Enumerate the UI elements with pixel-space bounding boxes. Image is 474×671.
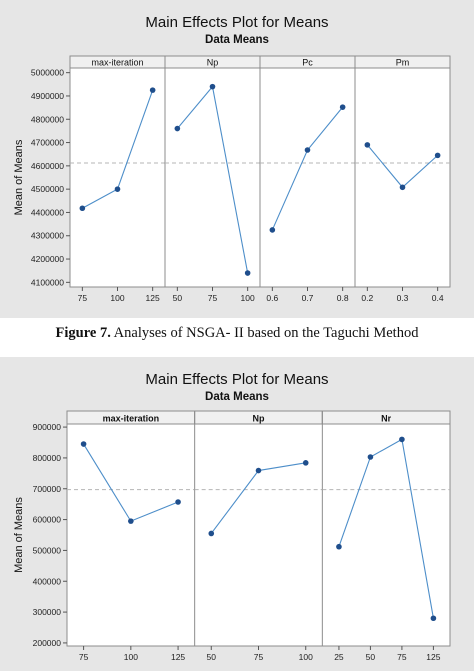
y-tick-label: 900000 (33, 422, 62, 432)
data-point (175, 499, 181, 505)
y-tick-label: 4600000 (31, 161, 64, 171)
data-point (79, 205, 86, 212)
y-tick-label: 4100000 (31, 277, 64, 287)
panel-label: Np (253, 414, 265, 424)
data-point (244, 270, 251, 276)
x-tick-label: 75 (78, 293, 88, 303)
x-tick-label: 100 (299, 652, 313, 662)
y-tick-label: 4500000 (31, 184, 64, 194)
data-point (364, 142, 371, 148)
data-point (399, 184, 406, 191)
data-point (80, 441, 87, 447)
data-point (399, 436, 405, 443)
x-tick-label: 100 (124, 652, 138, 662)
panel-label: Np (207, 58, 219, 68)
chart-title: Main Effects Plot for Means (145, 14, 328, 31)
y-tick-label: 4200000 (31, 254, 64, 264)
panel-label: max-iteration (91, 58, 143, 68)
x-tick-label: 125 (426, 652, 440, 662)
main-effects-chart-nsga: Main Effects Plot for Means Data Means Mea… (0, 0, 474, 318)
x-tick-label: 0.2 (361, 293, 373, 303)
data-point (434, 152, 441, 159)
main-effects-chart-second: Main Effects Plot for Means Data Means Mea… (0, 357, 474, 671)
x-tick-label: 100 (110, 293, 124, 303)
panel-label: Nr (381, 414, 391, 424)
data-point (336, 543, 342, 550)
data-point (430, 615, 437, 622)
data-point (304, 147, 311, 153)
panel-label: max-iteration (103, 414, 160, 424)
data-point (367, 454, 374, 460)
data-point (269, 227, 276, 233)
y-tick-label: 4800000 (31, 114, 64, 124)
data-point (114, 186, 121, 192)
y-tick-label: 4900000 (31, 91, 64, 101)
y-axis-label: Mean of Means (13, 139, 25, 215)
data-point (209, 83, 216, 90)
y-tick-label: 200000 (33, 638, 62, 648)
figure-caption: Figure 7. Analyses of NSGA- II based on … (0, 325, 474, 342)
figure-caption-label: Figure 7. (55, 325, 111, 341)
chart-subtitle: Data Means (205, 391, 269, 403)
y-tick-label: 4700000 (31, 138, 64, 148)
data-point (208, 530, 215, 537)
y-tick-label: 5000000 (31, 68, 64, 78)
y-tick-label: 400000 (33, 576, 62, 586)
x-tick-label: 0.3 (397, 293, 409, 303)
x-tick-label: 0.6 (266, 293, 278, 303)
y-axis-label: Mean of Means (13, 497, 25, 573)
data-point (339, 104, 346, 110)
y-tick-label: 600000 (33, 515, 62, 525)
data-point (174, 125, 181, 132)
chart-title: Main Effects Plot for Means (145, 371, 328, 388)
y-tick-label: 300000 (33, 607, 62, 617)
x-tick-label: 75 (254, 652, 264, 662)
y-tick-label: 4300000 (31, 231, 64, 241)
x-tick-label: 100 (241, 293, 255, 303)
x-tick-label: 50 (366, 652, 376, 662)
y-tick-label: 500000 (33, 545, 62, 555)
data-point (302, 460, 309, 466)
x-tick-label: 75 (397, 652, 407, 662)
data-point (128, 518, 134, 524)
x-tick-label: 75 (79, 652, 89, 662)
x-tick-label: 25 (334, 652, 344, 662)
series-line (338, 438, 434, 619)
data-point (255, 467, 262, 474)
figure-caption-text: Analyses of NSGA- II based on the Taguch… (110, 325, 419, 341)
x-tick-label: 50 (173, 293, 183, 303)
x-tick-label: 0.7 (302, 293, 314, 303)
y-tick-label: 800000 (33, 453, 62, 463)
x-tick-label: 50 (207, 652, 217, 662)
y-tick-label: 700000 (33, 484, 62, 494)
y-tick-label: 4400000 (31, 207, 64, 217)
panel-label: Pm (396, 58, 410, 68)
x-tick-label: 0.4 (432, 293, 444, 303)
x-tick-label: 0.8 (337, 293, 349, 303)
panel-label: Pc (302, 58, 313, 68)
data-point (149, 87, 156, 93)
x-tick-label: 125 (171, 652, 185, 662)
plot-area (66, 410, 451, 647)
chart-subtitle: Data Means (205, 34, 269, 46)
x-tick-label: 75 (208, 293, 218, 303)
x-tick-label: 125 (146, 293, 160, 303)
